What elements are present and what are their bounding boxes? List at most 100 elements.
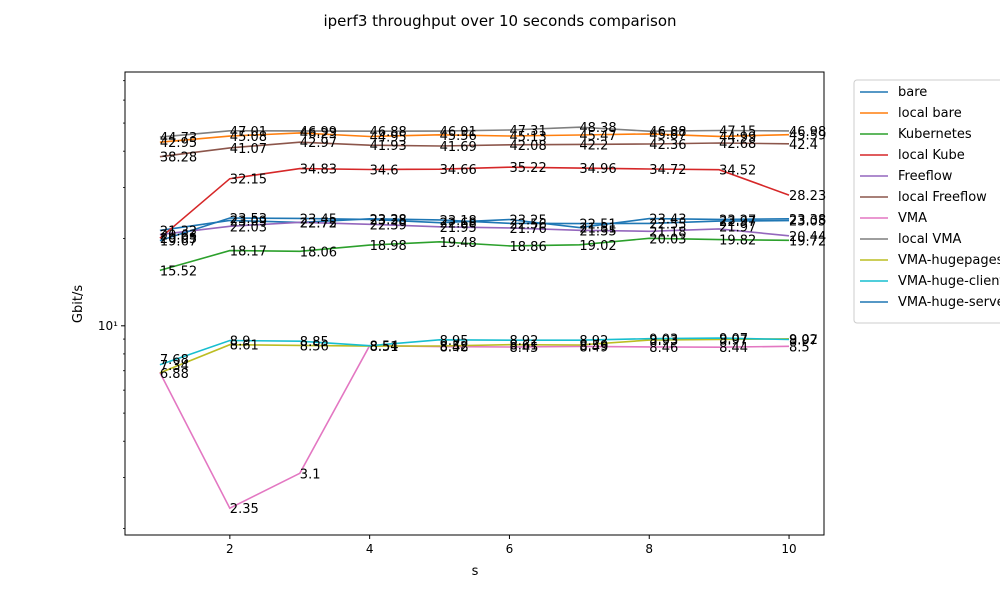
data-label: 8.56 — [300, 339, 329, 354]
data-label: 8.52 — [440, 340, 469, 355]
data-label: 20.44 — [789, 230, 826, 245]
legend-label: Kubernetes — [898, 127, 972, 142]
data-label: 47.31 — [510, 124, 547, 139]
data-label: 18.86 — [510, 240, 547, 255]
data-label: 8.61 — [230, 339, 259, 354]
plot-frame — [124, 71, 825, 536]
data-label: 42.36 — [649, 138, 686, 153]
x-tick-label: 2 — [226, 542, 234, 556]
data-label: 42.4 — [789, 138, 818, 153]
series-line-9 — [159, 338, 790, 374]
data-label: 19.67 — [160, 235, 197, 250]
series-line-7 — [159, 344, 790, 510]
data-label: 9.03 — [649, 333, 678, 348]
chart-title: iperf3 throughput over 10 seconds compar… — [323, 12, 676, 30]
data-label: 47.01 — [230, 125, 267, 140]
series-line-10 — [159, 337, 790, 366]
data-label: 42.2 — [579, 138, 608, 153]
data-label: 45.08 — [230, 130, 267, 145]
data-label: 42.97 — [300, 136, 337, 151]
data-label: 23.27 — [719, 213, 756, 228]
data-label: 23.43 — [649, 213, 686, 228]
data-label: 23.18 — [440, 214, 477, 229]
series-line-8 — [159, 126, 790, 138]
y-tick-label: 10¹ — [98, 319, 118, 333]
data-label: 44.99 — [719, 130, 756, 145]
data-label: 8.44 — [719, 341, 748, 356]
legend-label: VMA-huge-server — [898, 295, 1000, 310]
data-label: 23.45 — [300, 212, 337, 227]
data-label: 38.28 — [160, 151, 197, 166]
data-label: 46.99 — [300, 125, 337, 140]
data-label: 19.02 — [579, 239, 616, 254]
data-label: 8.45 — [510, 341, 539, 356]
data-label: 46.23 — [300, 127, 337, 142]
data-label: 44.73 — [160, 131, 197, 146]
data-label: 21.32 — [160, 224, 197, 239]
data-label: 6.88 — [160, 367, 189, 382]
data-label: 8.59 — [579, 339, 608, 354]
data-label: 3.1 — [300, 467, 321, 482]
data-label: 44.95 — [370, 131, 407, 146]
legend-label: local bare — [898, 106, 962, 121]
data-label: 21.95 — [440, 221, 477, 236]
data-label: 34.83 — [300, 163, 337, 178]
axes: 2 4 6 8 10 10¹ — [98, 71, 825, 556]
data-label: 42.68 — [719, 137, 756, 152]
data-label: 23.25 — [510, 214, 547, 229]
data-label: 8.97 — [789, 334, 818, 349]
data-label: 32.15 — [230, 173, 267, 188]
data-label: 41.69 — [440, 140, 477, 155]
series-line-5 — [159, 221, 790, 237]
data-label: 22.03 — [230, 220, 267, 235]
data-label: 34.6 — [370, 164, 399, 179]
data-label: 8.95 — [440, 334, 469, 349]
series-line-4 — [159, 166, 790, 239]
data-label: 34.52 — [719, 164, 756, 179]
data-label: 22.72 — [300, 216, 337, 231]
data-label: 8.5 — [789, 340, 810, 355]
plot-lines — [159, 126, 790, 510]
data-label: 19.82 — [719, 234, 756, 249]
data-label: 18.98 — [370, 239, 407, 254]
data-label: 23.38 — [370, 213, 407, 228]
legend-label: local Kube — [898, 148, 965, 163]
data-label: 22.97 — [719, 215, 756, 230]
data-label: 35.22 — [510, 161, 547, 176]
data-label: 9.02 — [789, 333, 818, 348]
legend-label: VMA — [898, 211, 927, 226]
x-axis-label: s — [472, 564, 479, 579]
data-label: 45.56 — [440, 129, 477, 144]
data-label: 34.72 — [649, 163, 686, 178]
data-label: 8.54 — [370, 340, 399, 355]
data-label: 41.93 — [370, 139, 407, 154]
data-label: 8.46 — [649, 341, 678, 356]
x-tick-label: 6 — [506, 542, 514, 556]
legend: bare local bare Kubernetes local Kube Freefl… — [853, 79, 1000, 324]
data-label: 23.05 — [789, 215, 826, 230]
x-tick-label: 10 — [781, 542, 796, 556]
legend-label: bare — [898, 85, 927, 100]
data-label: 8.61 — [510, 339, 539, 354]
data-label: 7.68 — [160, 353, 189, 368]
x-tick-label: 4 — [366, 542, 374, 556]
legend-label: local VMA — [898, 232, 962, 247]
x-tick-label: 8 — [645, 542, 653, 556]
legend-box — [853, 79, 1000, 324]
data-label: 22.56 — [510, 217, 547, 232]
series-line-11 — [159, 217, 790, 242]
data-label: 45.47 — [579, 129, 616, 144]
data-label: 42.08 — [510, 139, 547, 154]
data-label: 22.75 — [300, 216, 337, 231]
data-label: 46.98 — [789, 125, 826, 140]
data-label: 41.07 — [230, 142, 267, 157]
data-label: 7.34 — [160, 359, 189, 374]
series-line-2 — [159, 132, 790, 143]
data-label: 20.05 — [160, 232, 197, 247]
data-label: 34.96 — [579, 162, 616, 177]
data-label: 8.92 — [579, 334, 608, 349]
data-label: 28.23 — [789, 189, 826, 204]
data-label: 8.92 — [510, 334, 539, 349]
data-label: 8.93 — [649, 334, 678, 349]
